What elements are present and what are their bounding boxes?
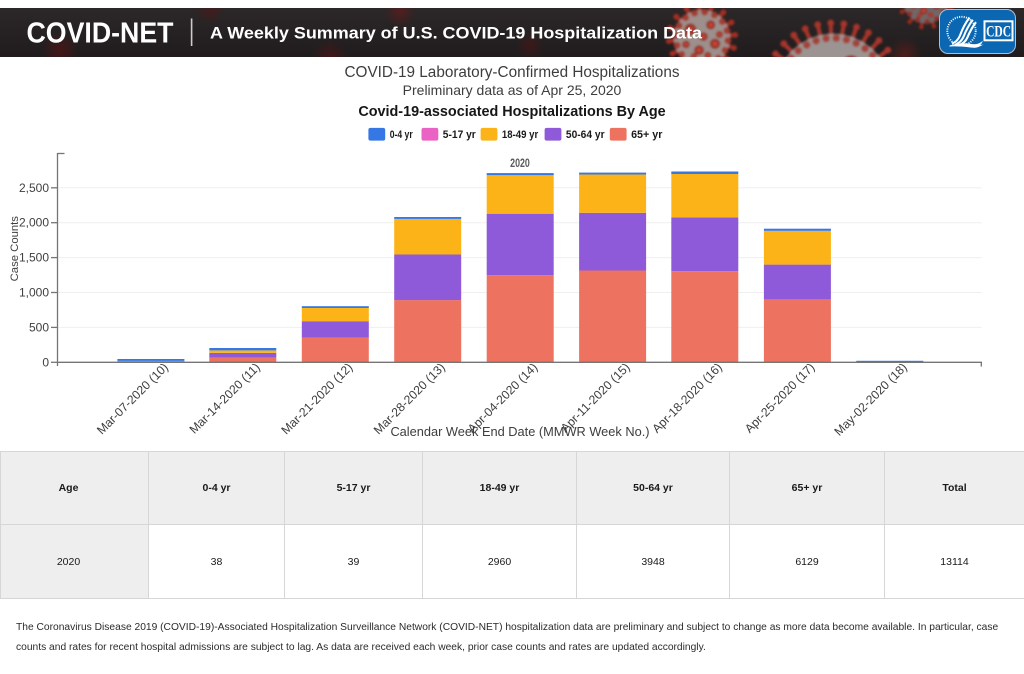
svg-text:Apr-18-2020 (16): Apr-18-2020 (16) (649, 360, 725, 436)
svg-text:Apr-25-2020 (17): Apr-25-2020 (17) (742, 360, 818, 436)
svg-text:1,500: 1,500 (19, 251, 49, 265)
svg-text:0-4 yr: 0-4 yr (390, 129, 414, 141)
svg-text:Calendar Week End Date (MMWR W: Calendar Week End Date (MMWR Week No.) (390, 424, 649, 439)
svg-text:1,000: 1,000 (19, 286, 49, 300)
svg-text:Case Counts: Case Counts (9, 216, 21, 282)
svg-text:500: 500 (29, 320, 49, 334)
svg-text:2020: 2020 (510, 158, 530, 170)
svg-text:Mar-14-2020 (11): Mar-14-2020 (11) (187, 360, 263, 436)
svg-text:18-49 yr: 18-49 yr (502, 129, 539, 141)
svg-text:50-64 yr: 50-64 yr (566, 129, 605, 141)
svg-text:A Weekly Summary of U.S. COVID: A Weekly Summary of U.S. COVID-19 Hospit… (210, 24, 703, 43)
svg-text:Mar-21-2020 (12): Mar-21-2020 (12) (278, 360, 355, 437)
svg-text:May-02-2020 (18): May-02-2020 (18) (832, 360, 910, 438)
svg-text:5-17 yr: 5-17 yr (443, 129, 477, 141)
svg-text:2,000: 2,000 (19, 216, 49, 230)
svg-text:Mar-07-2020 (10): Mar-07-2020 (10) (94, 360, 171, 437)
svg-text:CDC: CDC (986, 23, 1011, 40)
svg-text:2,500: 2,500 (19, 181, 49, 195)
svg-text:COVID-NET: COVID-NET (27, 18, 174, 50)
svg-text:0: 0 (42, 355, 49, 369)
svg-text:65+ yr: 65+ yr (631, 129, 663, 141)
